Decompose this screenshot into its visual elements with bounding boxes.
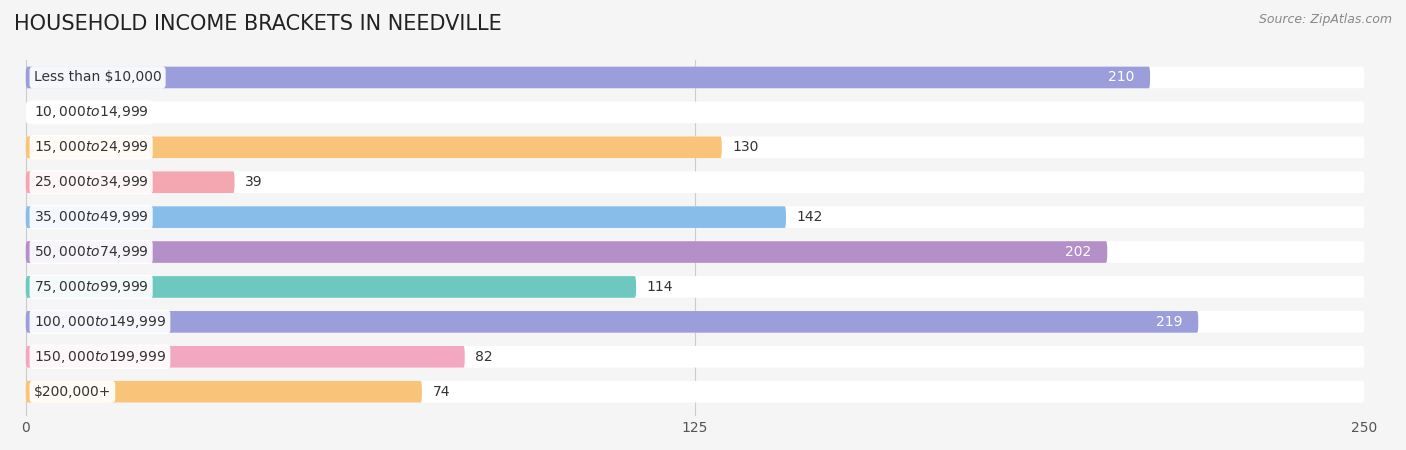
FancyBboxPatch shape — [25, 171, 235, 193]
Text: 74: 74 — [433, 385, 450, 399]
Text: $200,000+: $200,000+ — [34, 385, 111, 399]
FancyBboxPatch shape — [25, 381, 422, 402]
Text: $75,000 to $99,999: $75,000 to $99,999 — [34, 279, 149, 295]
FancyBboxPatch shape — [25, 136, 1364, 158]
FancyBboxPatch shape — [25, 206, 786, 228]
FancyBboxPatch shape — [25, 241, 1364, 263]
FancyBboxPatch shape — [25, 67, 1364, 88]
Text: Source: ZipAtlas.com: Source: ZipAtlas.com — [1258, 14, 1392, 27]
Text: HOUSEHOLD INCOME BRACKETS IN NEEDVILLE: HOUSEHOLD INCOME BRACKETS IN NEEDVILLE — [14, 14, 502, 33]
Text: 82: 82 — [475, 350, 494, 364]
Text: 39: 39 — [245, 175, 263, 189]
Text: $35,000 to $49,999: $35,000 to $49,999 — [34, 209, 149, 225]
Text: 202: 202 — [1064, 245, 1091, 259]
Text: $50,000 to $74,999: $50,000 to $74,999 — [34, 244, 149, 260]
FancyBboxPatch shape — [25, 346, 1364, 368]
FancyBboxPatch shape — [25, 241, 1108, 263]
FancyBboxPatch shape — [25, 171, 1364, 193]
Text: 130: 130 — [733, 140, 759, 154]
Text: 219: 219 — [1156, 315, 1182, 329]
Text: $150,000 to $199,999: $150,000 to $199,999 — [34, 349, 166, 365]
FancyBboxPatch shape — [25, 102, 1364, 123]
Text: 142: 142 — [797, 210, 823, 224]
Text: $10,000 to $14,999: $10,000 to $14,999 — [34, 104, 149, 120]
Text: $15,000 to $24,999: $15,000 to $24,999 — [34, 140, 149, 155]
FancyBboxPatch shape — [25, 206, 1364, 228]
Text: $100,000 to $149,999: $100,000 to $149,999 — [34, 314, 166, 330]
FancyBboxPatch shape — [25, 346, 465, 368]
FancyBboxPatch shape — [25, 276, 1364, 298]
FancyBboxPatch shape — [25, 381, 1364, 402]
Text: Less than $10,000: Less than $10,000 — [34, 71, 162, 85]
Text: 0: 0 — [37, 105, 45, 119]
Text: 114: 114 — [647, 280, 673, 294]
FancyBboxPatch shape — [25, 67, 1150, 88]
Text: $25,000 to $34,999: $25,000 to $34,999 — [34, 174, 149, 190]
FancyBboxPatch shape — [25, 276, 636, 298]
FancyBboxPatch shape — [25, 311, 1364, 333]
FancyBboxPatch shape — [25, 311, 1198, 333]
Text: 210: 210 — [1108, 71, 1135, 85]
FancyBboxPatch shape — [25, 136, 721, 158]
